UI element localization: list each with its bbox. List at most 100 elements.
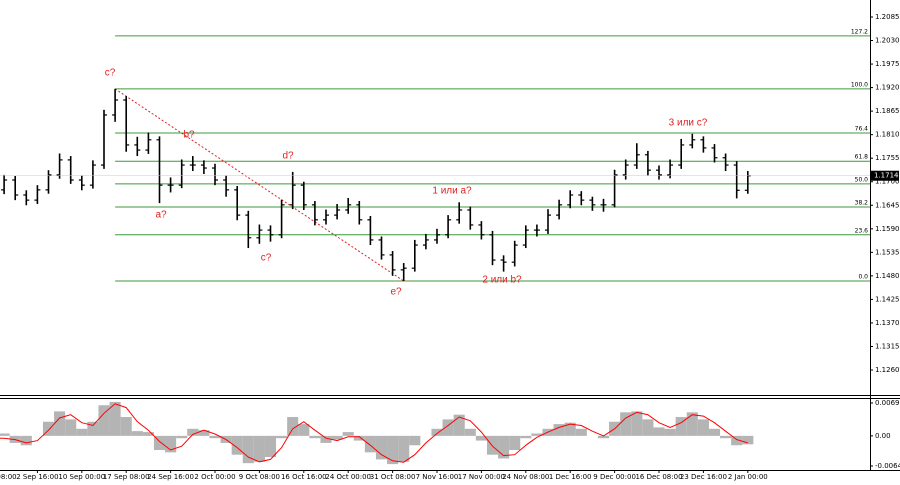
macd-histogram-bar <box>0 433 10 436</box>
fib-label: 100.0 <box>851 81 868 88</box>
x-tick-label: 1 Dec 16:00 <box>549 473 592 481</box>
macd-histogram-bar <box>153 435 166 450</box>
x-tick-label: 2 Oct 00:00 <box>194 473 235 481</box>
ohlc-bar <box>456 202 463 224</box>
ohlc-bar <box>478 221 485 240</box>
ohlc-bar <box>189 156 196 172</box>
ohlc-bar <box>422 233 429 250</box>
ohlc-bar <box>733 161 740 199</box>
macd-histogram-bar <box>642 419 654 436</box>
fib-anchor-line <box>114 88 404 282</box>
x-tick-label: 31 Oct 08:00 <box>370 473 416 481</box>
y-tick-label: 1.2085 <box>875 13 900 21</box>
ohlc-bar <box>633 143 640 169</box>
fib-label: 127.2 <box>851 28 868 35</box>
x-tick-label: 28 Aug 08:00 <box>0 473 17 481</box>
macd-histogram-bar <box>431 428 443 436</box>
ohlc-bar <box>644 150 651 176</box>
ohlc-bar <box>56 153 63 179</box>
ohlc-bar <box>101 109 107 169</box>
macd-histogram-bar <box>564 422 576 436</box>
ohlc-bar <box>267 225 274 242</box>
macd-histogram-bar <box>131 431 143 436</box>
y-tick-label: 0.00 <box>875 432 891 440</box>
macd-histogram-bar <box>42 421 55 436</box>
ohlc-bar <box>78 175 85 191</box>
ohlc-bar <box>411 239 418 272</box>
wave-annotation: c? <box>105 68 116 79</box>
ohlc-bar <box>600 198 607 212</box>
y-tick-label: 1.1975 <box>875 60 900 68</box>
ohlc-bar <box>700 136 707 153</box>
macd-histogram-bar <box>242 435 254 464</box>
macd-histogram-bar <box>98 405 110 436</box>
last-price-label: 1.1714 <box>874 172 899 180</box>
x-tick-label: 9 Dec 00:00 <box>593 473 636 481</box>
ohlc-bar <box>545 209 551 234</box>
ohlc-bar <box>112 88 119 122</box>
macd-histogram-bar <box>509 435 521 450</box>
ohlc-bar <box>434 228 440 244</box>
ohlc-bar <box>556 199 563 220</box>
macd-histogram-bar <box>686 412 698 436</box>
macd-histogram-bar <box>120 417 132 436</box>
x-tick-label: 10 Sep 00:00 <box>58 473 105 481</box>
ohlc-bar <box>378 236 385 260</box>
x-tick-label: 17 Sep 08:00 <box>103 473 150 481</box>
wave-annotation: 2 или b? <box>482 275 522 286</box>
wave-annotation: 3 или c? <box>669 118 708 129</box>
y-tick-label: 1.1810 <box>875 131 900 139</box>
y-tick-label: 0.00698 <box>875 399 900 407</box>
macd-histogram-bar <box>364 435 376 453</box>
macd-histogram-bar <box>342 432 354 436</box>
macd-histogram-bar <box>276 435 288 439</box>
fib-label: 38.2 <box>855 199 869 206</box>
macd-histogram-bar <box>675 417 687 436</box>
macd-histogram-bar <box>498 435 510 459</box>
ohlc-bar <box>156 136 163 204</box>
x-tick-label: 2 Sep 16:00 <box>16 473 58 481</box>
ohlc-bar <box>223 175 230 197</box>
ohlc-bar <box>200 160 207 175</box>
ohlc-bar <box>23 190 30 206</box>
x-tick-label: 9 Oct 08:00 <box>239 473 280 481</box>
macd-histogram-bar <box>475 435 487 441</box>
x-tick-label: 24 Nov 08:00 <box>502 473 549 481</box>
ohlc-bar <box>323 209 329 225</box>
x-tick-label: 2 Jan 00:00 <box>728 473 768 481</box>
macd-histogram-bar <box>553 424 565 436</box>
ohlc-bar <box>212 163 218 186</box>
ohlc-bar <box>123 96 130 152</box>
ohlc-bar <box>511 240 518 267</box>
macd-histogram-bar <box>531 433 543 436</box>
ohlc-bar <box>533 224 540 237</box>
macd-histogram-bar <box>165 435 177 453</box>
macd-histogram-bar <box>697 419 709 436</box>
ohlc-bar <box>256 224 263 244</box>
wave-annotation: d? <box>282 151 294 162</box>
macd-histogram-bar <box>109 401 121 436</box>
macd-histogram-bar <box>575 428 587 436</box>
x-tick-label: 17 Nov 00:00 <box>458 473 505 481</box>
macd-histogram-bar <box>198 430 210 436</box>
ohlc-bar <box>300 181 307 210</box>
fib-label: 61.8 <box>855 154 869 161</box>
y-tick-label: 1.1425 <box>875 295 900 303</box>
ohlc-bar <box>656 165 662 180</box>
ohlc-bar <box>622 159 629 180</box>
ohlc-bar <box>67 156 74 184</box>
ohlc-bar <box>522 225 529 249</box>
x-tick-label: 7 Nov 16:00 <box>416 473 459 481</box>
macd-histogram-bar <box>187 428 199 436</box>
macd-histogram-bar <box>375 435 388 460</box>
macd-histogram-bar <box>54 411 66 436</box>
y-tick-label: 1.2030 <box>875 37 900 45</box>
macd-histogram-bar <box>264 435 277 458</box>
ohlc-bar <box>445 215 452 239</box>
ohlc-bar <box>711 144 718 163</box>
ohlc-bar <box>334 203 341 220</box>
last-price-box <box>871 170 899 181</box>
macd-histogram-bar <box>253 435 265 462</box>
macd-histogram-bar <box>298 424 310 436</box>
